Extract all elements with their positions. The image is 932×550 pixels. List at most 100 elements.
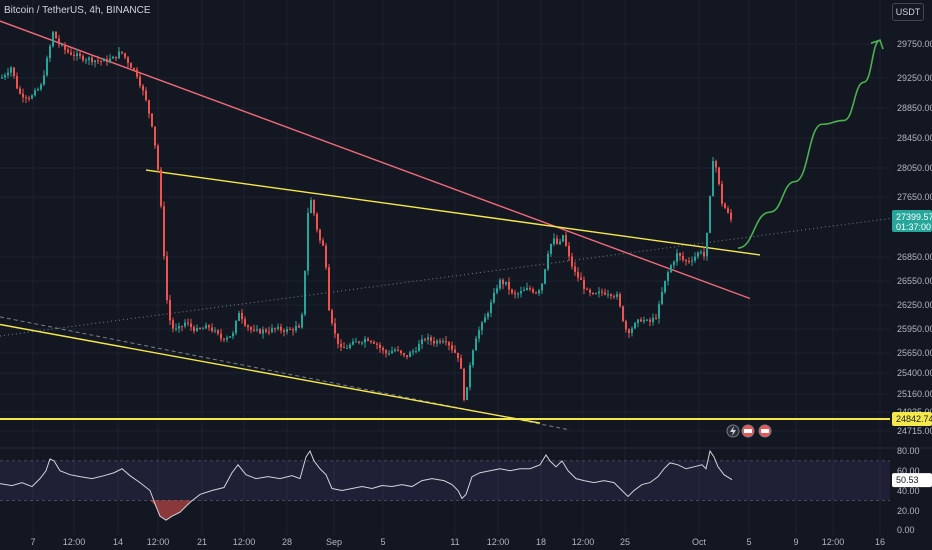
- candle-up: [550, 243, 552, 254]
- candle-up: [205, 325, 207, 329]
- currency-button[interactable]: USDT: [892, 3, 924, 21]
- candle-down: [511, 289, 513, 293]
- candle-up: [34, 90, 36, 96]
- candle-up: [673, 261, 675, 266]
- flag-glyph: [744, 429, 752, 433]
- candle-up: [661, 292, 663, 305]
- candle-down: [19, 88, 21, 94]
- grid-lines: [0, 0, 890, 535]
- time-tick-label: 14: [113, 537, 123, 547]
- time-tick-label: 5: [746, 537, 751, 547]
- price-tick-label: 25950.00: [897, 324, 932, 334]
- candle-up: [352, 341, 354, 345]
- candle-up: [595, 293, 597, 295]
- support-price-text: 24842.74: [896, 414, 932, 424]
- time-axis[interactable]: 7 12:00 14 12:00 21 12:00 28 Sep 5 11 12:00 18 12:00…: [30, 537, 885, 547]
- candle-up: [643, 320, 645, 322]
- price-tick-label: 28050.00: [897, 163, 932, 173]
- candle-up: [88, 57, 90, 60]
- candle-down: [319, 229, 321, 241]
- time-tick-label: 7: [30, 537, 35, 547]
- candle-up: [487, 312, 489, 318]
- candle-up: [232, 333, 234, 337]
- support-price-badge: [892, 412, 932, 427]
- candle-up: [31, 95, 33, 99]
- candle-down: [535, 292, 537, 294]
- candle-up: [631, 328, 633, 334]
- rsi-line: [0, 449, 733, 521]
- candle-down: [58, 38, 60, 45]
- candle-down: [253, 329, 255, 331]
- price-tick-label: 28850.00: [897, 103, 932, 113]
- time-tick-label: 12:00: [487, 537, 510, 547]
- candle-down: [172, 320, 174, 329]
- candle-down: [241, 312, 243, 320]
- candle-down: [67, 49, 69, 53]
- price-axis[interactable]: 29750.00 29250.00 28850.00 28450.00 28050.00…: [897, 39, 932, 535]
- candle-down: [397, 349, 399, 351]
- candle-up: [472, 350, 474, 366]
- candle-down: [370, 340, 372, 343]
- candle-up: [538, 290, 540, 294]
- candle-down: [292, 329, 294, 331]
- candle-up: [667, 272, 669, 281]
- candle-up: [490, 302, 492, 313]
- candle-down: [619, 294, 621, 307]
- candle-up: [544, 269, 546, 284]
- candle-down: [208, 325, 210, 328]
- event-markers[interactable]: [726, 424, 772, 438]
- candle-down: [502, 279, 504, 285]
- time-tick-label: 11: [450, 537, 459, 547]
- candle-down: [448, 342, 450, 346]
- rsi-panel: [0, 447, 932, 521]
- time-tick-label: 21: [197, 537, 207, 547]
- rsi-tick-label: 40.00: [897, 486, 920, 496]
- candle-down: [604, 292, 606, 295]
- candle-down: [406, 355, 408, 357]
- candle-down: [430, 337, 432, 341]
- candle-up: [37, 89, 39, 91]
- candle-down: [574, 266, 576, 272]
- candle-down: [460, 358, 462, 369]
- candle-down: [625, 321, 627, 330]
- candle-down: [139, 76, 141, 86]
- candle-up: [442, 341, 444, 343]
- time-tick-label: Sep: [326, 537, 342, 547]
- countdown-text: 01:37:00: [896, 222, 931, 232]
- candle-down: [280, 326, 282, 331]
- candle-up: [394, 349, 396, 352]
- candle-down: [13, 67, 15, 77]
- candle-up: [475, 338, 477, 351]
- candle-up: [415, 351, 417, 353]
- candle-down: [169, 300, 171, 321]
- candle-up: [49, 46, 51, 59]
- candle-down: [190, 323, 192, 328]
- projection-line: [737, 39, 881, 249]
- candle-up: [271, 328, 273, 332]
- candle-up: [412, 351, 414, 353]
- candle-up: [664, 280, 666, 293]
- candle-down: [703, 252, 705, 257]
- candle-up: [214, 330, 216, 332]
- candle-up: [616, 294, 618, 297]
- last-price-text: 27399.57: [896, 212, 932, 222]
- candle-down: [283, 330, 285, 332]
- candle-down: [358, 341, 360, 343]
- candle-down: [157, 145, 159, 170]
- candle-down: [340, 343, 342, 348]
- candle-down: [400, 350, 402, 354]
- rsi-value-badge: [892, 473, 932, 488]
- candle-down: [274, 328, 276, 330]
- candle-down: [289, 329, 291, 331]
- candle-up: [694, 256, 696, 261]
- candlestick-series: [1, 30, 732, 402]
- candle-down: [580, 277, 582, 280]
- trendline: [0, 323, 541, 424]
- candle-down: [100, 60, 102, 62]
- candle-up: [7, 72, 9, 76]
- candle-up: [427, 337, 429, 340]
- candle-down: [148, 100, 150, 114]
- candle-down: [115, 56, 117, 59]
